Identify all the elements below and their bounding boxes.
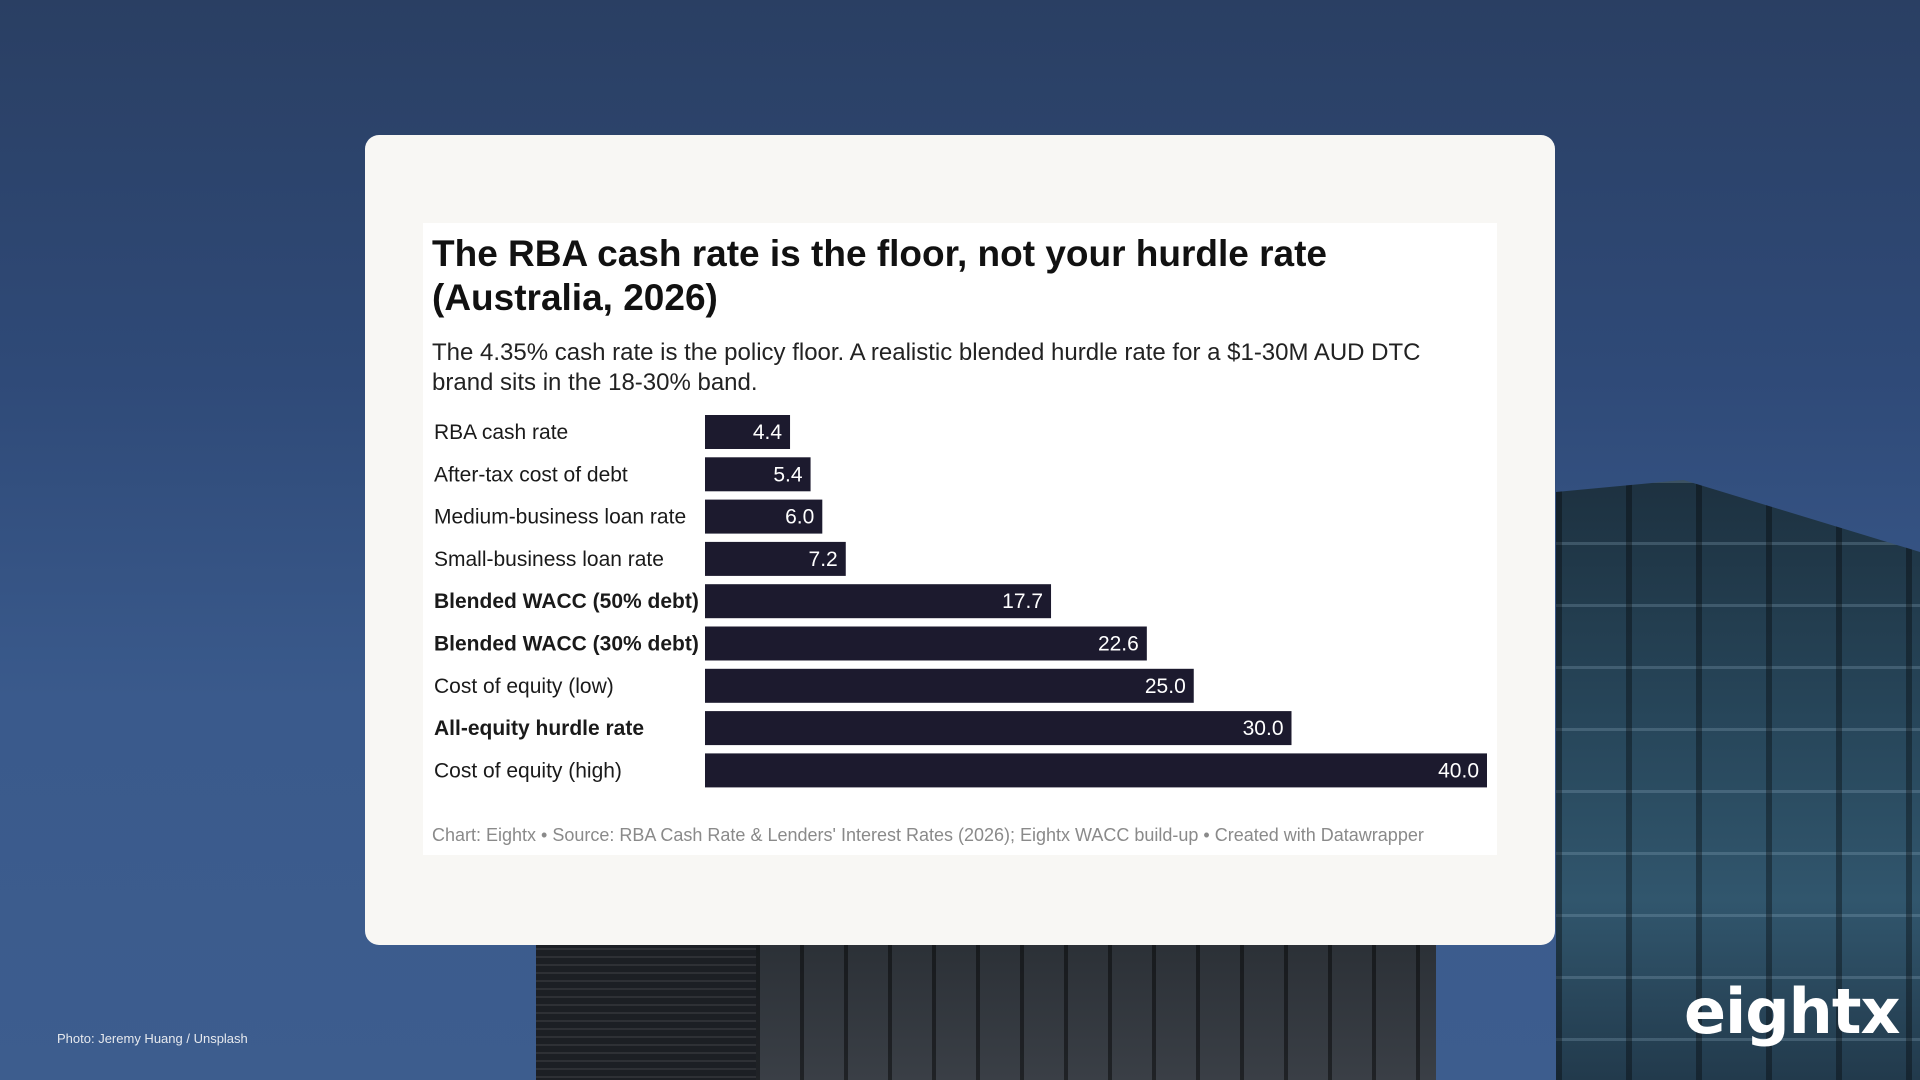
- category-label: Blended WACC (30% debt): [434, 633, 699, 656]
- eightx-logo: eightx: [1684, 975, 1900, 1048]
- bar-value-label: 5.4: [773, 463, 803, 486]
- category-label: Blended WACC (50% debt): [434, 590, 699, 613]
- category-label: Medium-business loan rate: [434, 506, 686, 529]
- building-photo-bottom-dark: [536, 940, 756, 1080]
- category-label: Cost of equity (high): [434, 759, 622, 782]
- bar: [705, 457, 811, 492]
- bar-value-label: 6.0: [785, 506, 814, 529]
- chart-panel: [423, 223, 1497, 855]
- photo-credit: Photo: Jeremy Huang / Unsplash: [57, 1031, 248, 1046]
- bar: [705, 584, 1052, 619]
- chart-source-footer: Chart: Eightx • Source: RBA Cash Rate & …: [432, 825, 1424, 845]
- bar: [705, 499, 823, 534]
- category-label: Cost of equity (low): [434, 675, 614, 698]
- bar-chart: RBA cash rate 4.4 After-tax cost of debt 5.…: [434, 415, 1487, 788]
- bar-value-label: 4.4: [753, 421, 783, 444]
- bar: [705, 753, 1487, 788]
- bar-value-label: 30.0: [1243, 717, 1284, 740]
- bar-value-label: 22.6: [1098, 633, 1139, 656]
- bar: [705, 541, 846, 576]
- bar-value-label: 7.2: [809, 548, 838, 571]
- category-label: RBA cash rate: [434, 421, 568, 444]
- category-label: Small-business loan rate: [434, 548, 664, 571]
- chart-title: The RBA cash rate is the floor, not your…: [432, 233, 1328, 318]
- bar-value-label: 17.7: [1002, 590, 1043, 613]
- building-photo-right: [1556, 480, 1920, 1080]
- bar-value-label: 40.0: [1438, 759, 1479, 782]
- category-label: After-tax cost of debt: [434, 463, 628, 486]
- bar-value-label: 25.0: [1145, 675, 1186, 698]
- bar: [705, 626, 1147, 661]
- bar: [705, 415, 791, 449]
- bar: [705, 711, 1292, 746]
- bar: [705, 668, 1194, 703]
- category-label: All-equity hurdle rate: [434, 717, 644, 740]
- chart-subtitle: The 4.35% cash rate is the policy floor.…: [432, 339, 1421, 396]
